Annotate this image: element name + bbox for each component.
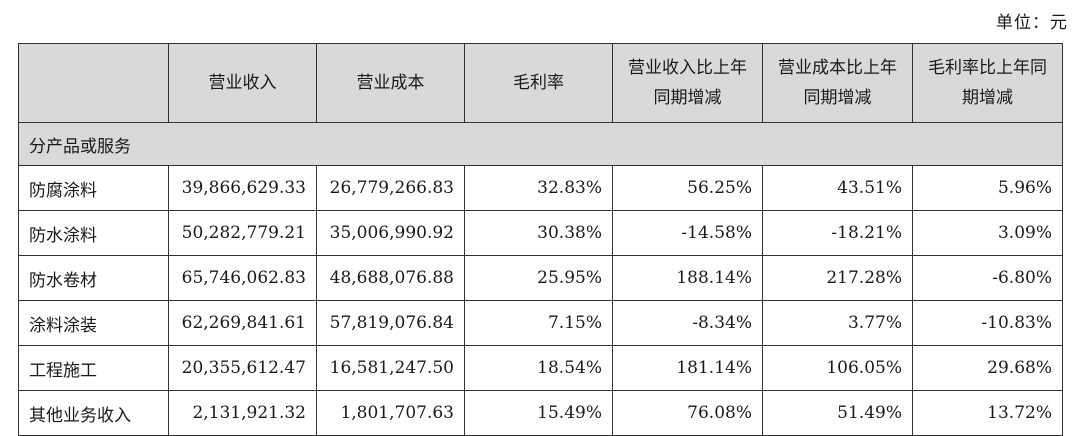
header-cell-cost-change: 营业成本比上年同期增减 [762,43,913,123]
cost-change-cell: 3.77% [762,300,913,346]
table-row: 防水涂料 50,282,779.21 35,006,990.92 30.38% -14.… [18,210,1063,256]
margin-change-cell: -6.80% [912,255,1063,301]
revenue-change-cell: -14.58% [612,210,763,256]
header-cell-margin-change: 毛利率比上年同期增减 [912,43,1063,123]
cost-cell: 16,581,247.50 [316,345,465,391]
header-row: 营业收入 营业成本 毛利率 营业收入比上年同期增减 营业成本比上年同期增减 毛利… [18,43,1063,123]
cost-cell: 1,801,707.63 [316,390,465,436]
product-name-cell: 防水涂料 [18,210,169,256]
revenue-cell: 39,866,629.33 [168,165,317,211]
margin-change-cell: 29.68% [912,345,1063,391]
cost-cell: 26,779,266.83 [316,165,465,211]
margin-cell: 30.38% [464,210,613,256]
product-name-cell: 工程施工 [18,345,169,391]
margin-change-cell: 3.09% [912,210,1063,256]
product-name-cell: 涂料涂装 [18,300,169,346]
margin-change-cell: -10.83% [912,300,1063,346]
financial-table: 营业收入 营业成本 毛利率 营业收入比上年同期增减 营业成本比上年同期增减 毛利… [18,43,1063,436]
cost-cell: 35,006,990.92 [316,210,465,256]
margin-change-cell: 13.72% [912,390,1063,436]
header-cell-blank [18,43,169,123]
cost-change-cell: -18.21% [762,210,913,256]
margin-change-cell: 5.96% [912,165,1063,211]
table-row: 防水卷材 65,746,062.83 48,688,076.88 25.95% 188.… [18,255,1063,301]
revenue-cell: 20,355,612.47 [168,345,317,391]
section-row: 分产品或服务 [18,122,1063,166]
cost-cell: 57,819,076.84 [316,300,465,346]
table-row: 工程施工 20,355,612.47 16,581,247.50 18.54% 181.… [18,345,1063,391]
revenue-cell: 50,282,779.21 [168,210,317,256]
margin-cell: 15.49% [464,390,613,436]
revenue-change-cell: 76.08% [612,390,763,436]
revenue-change-cell: 56.25% [612,165,763,211]
revenue-cell: 2,131,921.32 [168,390,317,436]
table-row: 防腐涂料 39,866,629.33 26,779,266.83 32.83% 56.2… [18,165,1063,211]
revenue-cell: 65,746,062.83 [168,255,317,301]
unit-label: 单位：元 [996,13,1068,33]
margin-cell: 18.54% [464,345,613,391]
margin-cell: 32.83% [464,165,613,211]
cost-cell: 48,688,076.88 [316,255,465,301]
revenue-change-cell: 181.14% [612,345,763,391]
product-name-cell: 防水卷材 [18,255,169,301]
margin-cell: 25.95% [464,255,613,301]
margin-cell: 7.15% [464,300,613,346]
table-row: 涂料涂装 62,269,841.61 57,819,076.84 7.15% -8.34… [18,300,1063,346]
cost-change-cell: 217.28% [762,255,913,301]
revenue-cell: 62,269,841.61 [168,300,317,346]
header-cell-revenue-change: 营业收入比上年同期增减 [612,43,763,123]
section-label: 分产品或服务 [18,122,1063,166]
product-name-cell: 防腐涂料 [18,165,169,211]
cost-change-cell: 51.49% [762,390,913,436]
cost-change-cell: 43.51% [762,165,913,211]
header-cell-revenue: 营业收入 [168,43,317,123]
header-cell-margin: 毛利率 [464,43,613,123]
product-name-cell: 其他业务收入 [18,390,169,436]
table-row: 其他业务收入 2,131,921.32 1,801,707.63 15.49% 76.0… [18,390,1063,436]
header-cell-cost: 营业成本 [316,43,465,123]
cost-change-cell: 106.05% [762,345,913,391]
revenue-change-cell: 188.14% [612,255,763,301]
revenue-change-cell: -8.34% [612,300,763,346]
